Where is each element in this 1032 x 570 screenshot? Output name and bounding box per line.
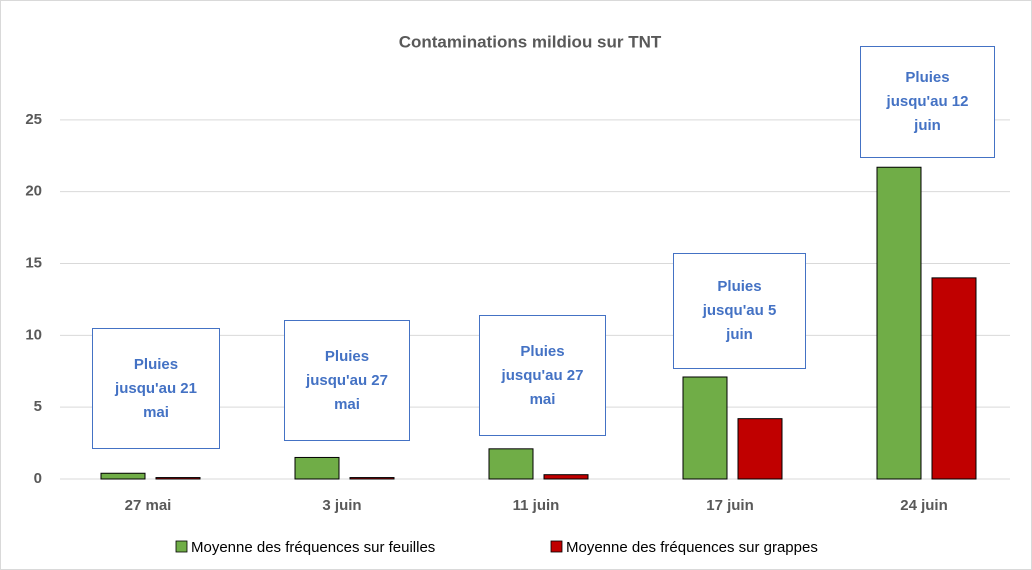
annotation-box: Pluies jusqu'au 5 juin: [673, 253, 806, 369]
annotation-box: Pluies jusqu'au 21 mai: [92, 328, 220, 449]
y-tick-label: 10: [25, 326, 42, 343]
x-tick-label: 17 juin: [706, 497, 754, 514]
bar: [682, 376, 728, 480]
annotation-text: Pluies jusqu'au 5 juin: [702, 278, 777, 343]
legend-swatch: [175, 540, 188, 553]
bar: [488, 448, 534, 480]
y-tick-label: 25: [25, 111, 42, 128]
annotation-box: Pluies jusqu'au 12 juin: [860, 46, 995, 158]
x-tick-label: 24 juin: [900, 497, 948, 514]
annotation-text: Pluies jusqu'au 27 mai: [501, 342, 584, 408]
y-tick-label: 5: [34, 398, 42, 415]
annotation-text: Pluies jusqu'au 27 mai: [306, 347, 388, 413]
annotation-box: Pluies jusqu'au 27 mai: [284, 320, 410, 441]
x-tick-label: 27 mai: [125, 497, 172, 514]
bar: [931, 277, 977, 480]
bar: [100, 472, 146, 480]
legend-swatch: [550, 540, 563, 553]
y-tick-label: 0: [34, 470, 42, 487]
annotation-text: Pluies jusqu'au 12 juin: [886, 69, 969, 134]
legend-label: Moyenne des fréquences sur grappes: [566, 539, 818, 556]
bar: [876, 166, 922, 480]
x-tick-label: 3 juin: [322, 497, 361, 514]
chart-title: Contaminations mildiou sur TNT: [399, 32, 662, 51]
bar: [294, 456, 340, 480]
bar: [543, 474, 589, 480]
annotation-text: Pluies jusqu'au 21 mai: [115, 355, 197, 421]
y-tick-label: 20: [25, 183, 42, 200]
legend-label: Moyenne des fréquences sur feuilles: [191, 539, 435, 556]
bar: [737, 418, 783, 480]
annotation-box: Pluies jusqu'au 27 mai: [479, 315, 606, 436]
bar: [155, 477, 201, 480]
bar: [349, 477, 395, 480]
y-tick-label: 15: [25, 254, 42, 271]
x-tick-label: 11 juin: [513, 497, 560, 514]
